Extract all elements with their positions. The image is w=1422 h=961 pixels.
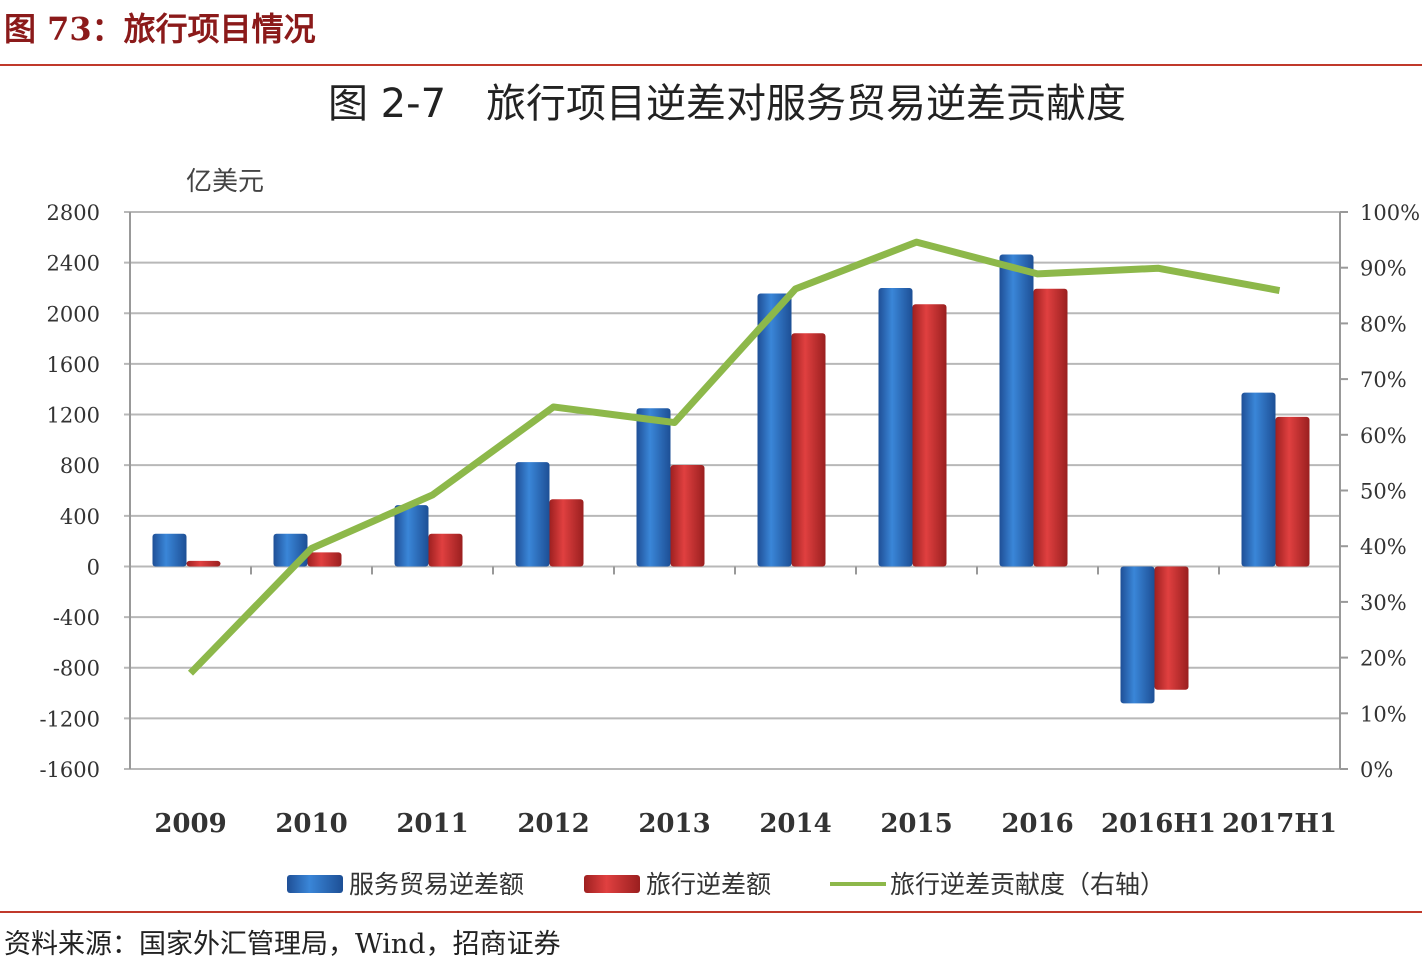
x-tick-label: 2012	[517, 809, 589, 839]
bar-services-deficit	[153, 534, 187, 567]
y2-tick-label: 20%	[1360, 647, 1407, 671]
y2-tick-label: 60%	[1360, 424, 1407, 448]
bar-services-deficit	[1000, 255, 1034, 567]
x-tick-label: 2017H1	[1222, 809, 1337, 839]
y-tick-label: 0	[87, 555, 100, 579]
bar-services-deficit	[395, 505, 429, 566]
chart: 图 2-7 旅行项目逆差对服务贸易逆差贡献度 亿美元 2800 2400 2000 1…	[0, 0, 1422, 915]
bar-services-deficit	[1242, 393, 1276, 567]
y-tick-label: 2000	[47, 302, 100, 326]
footer-rule	[0, 911, 1422, 913]
legend-swatch-services	[287, 875, 343, 893]
bar-travel-deficit	[550, 499, 584, 566]
bar-travel-deficit	[671, 465, 705, 566]
bar-services-deficit	[879, 288, 913, 567]
legend-label-contribution: 旅行逆差贡献度（右轴）	[890, 870, 1165, 899]
bar-services-deficit	[516, 462, 550, 566]
y-tick-label: 2400	[47, 252, 100, 276]
x-tick-label: 2016H1	[1101, 809, 1216, 839]
bar-services-deficit	[637, 408, 671, 566]
bar-travel-deficit	[792, 333, 826, 566]
y-tick-label: 800	[60, 454, 100, 478]
bar-travel-deficit	[1276, 417, 1310, 567]
y-tick-label: -1600	[39, 758, 100, 782]
x-tick-label: 2016	[1001, 809, 1073, 839]
x-tick-label: 2015	[880, 809, 952, 839]
y-tick-label: 1600	[47, 353, 100, 377]
line-travel-contribution	[191, 242, 1280, 673]
y2-tick-label: 100%	[1360, 201, 1420, 225]
x-tick-label: 2011	[396, 809, 468, 839]
legend-label-services: 服务贸易逆差额	[349, 870, 524, 899]
y-tick-label: -400	[53, 606, 100, 630]
bar-travel-deficit	[187, 561, 221, 567]
x-tick-label: 2014	[759, 809, 831, 839]
y-axis-unit: 亿美元	[186, 167, 264, 197]
bar-services-deficit	[758, 294, 792, 567]
y-tick-label: -800	[53, 657, 100, 681]
legend-swatch-travel	[584, 875, 640, 893]
bar-travel-deficit	[1155, 566, 1189, 689]
y2-tick-label: 40%	[1360, 535, 1407, 559]
x-tick-label: 2013	[638, 809, 710, 839]
y-tick-label: -1200	[39, 707, 100, 731]
bar-services-deficit	[1121, 566, 1155, 703]
y2-tick-label: 80%	[1360, 312, 1407, 336]
y2-tick-label: 10%	[1360, 702, 1407, 726]
y2-tick-label: 50%	[1360, 480, 1407, 504]
y2-tick-label: 90%	[1360, 257, 1407, 281]
legend-label-travel: 旅行逆差额	[646, 870, 771, 899]
bar-travel-deficit	[913, 304, 947, 566]
y-tick-label: 400	[60, 505, 100, 529]
bar-travel-deficit	[429, 534, 463, 567]
chart-title: 图 2-7 旅行项目逆差对服务贸易逆差贡献度	[328, 81, 1126, 127]
x-tick-label: 2010	[275, 809, 347, 839]
x-tick-label: 2009	[154, 809, 226, 839]
bar-travel-deficit	[308, 552, 342, 566]
y2-tick-label: 70%	[1360, 368, 1407, 392]
y2-tick-label: 30%	[1360, 591, 1407, 615]
y-tick-label: 2800	[47, 201, 100, 225]
bar-travel-deficit	[1034, 289, 1068, 567]
y2-tick-label: 0%	[1360, 758, 1393, 782]
y-tick-label: 1200	[47, 404, 100, 428]
source-note: 资料来源：国家外汇管理局，Wind，招商证券	[4, 922, 561, 961]
